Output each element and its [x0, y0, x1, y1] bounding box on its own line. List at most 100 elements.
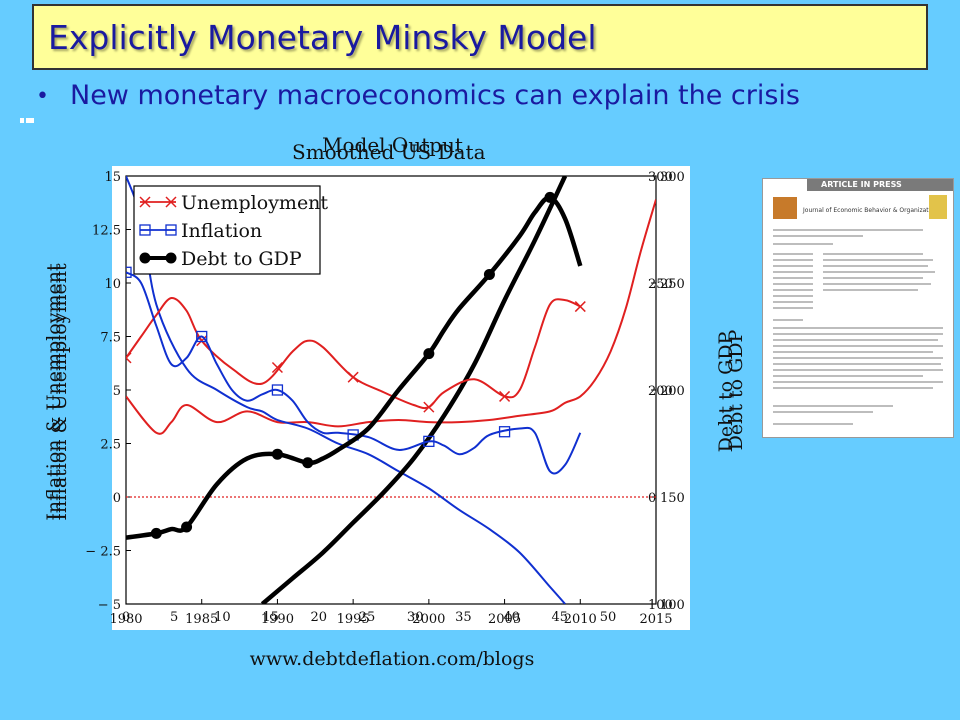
x-model-tick-label: 0 [122, 610, 130, 625]
paper-text-line [773, 319, 803, 321]
x-year-tick-label: 1980 [109, 612, 142, 627]
chart-title: Smoothed US Data [292, 140, 486, 164]
x-model-tick-label: 25 [359, 610, 376, 625]
y-left-tick-label: 5 [113, 384, 121, 399]
legend-label: Unemployment [181, 192, 328, 214]
series-marker [271, 361, 283, 374]
paper-text-line [773, 327, 943, 329]
chart-footer-url: www.debtdeflation.com/blogs [250, 648, 535, 670]
paper-text-line [773, 271, 813, 273]
x-year-tick-label: 2005 [488, 612, 521, 627]
x-year-tick-label: 1995 [337, 612, 370, 627]
series-lines [126, 176, 656, 604]
y-left-tick-label: 0 [113, 491, 121, 506]
y-right-tick-label: 100 [660, 598, 685, 613]
y-right-inner-tick-label: 0 [648, 491, 656, 506]
y-axis-label-left-overlay: Inflation & Unemployment [49, 263, 71, 521]
series-marker [150, 527, 162, 539]
y-left-tick-label: − 2.5 [85, 545, 121, 560]
paper-thumbnail: ARTICLE IN PRESS Journal of Economic Beh… [762, 178, 954, 438]
series-marker [196, 330, 208, 343]
journal-cover-icon [929, 195, 947, 219]
paper-text-line [823, 283, 931, 285]
chart-legend: Unemployment Inflation Debt to GDP [133, 185, 328, 275]
series-line [126, 199, 656, 435]
series-marker [423, 435, 435, 448]
x-model-tick-label: 50 [600, 610, 617, 625]
paper-text-line [773, 405, 893, 407]
paper-text-line [773, 369, 943, 371]
series-line [126, 176, 566, 604]
x-year-tick-label: 2000 [412, 612, 445, 627]
x-year-tick-label: 2010 [564, 612, 597, 627]
paper-text-line [773, 411, 873, 413]
series-line [260, 176, 568, 604]
y-left-tick-label: 7.5 [100, 331, 121, 346]
series-marker [302, 457, 314, 469]
y-left-tick-label: 15 [104, 170, 121, 185]
legend-marker [165, 196, 177, 208]
y-right-tick-label: 200 [660, 384, 685, 399]
chart-title-overlay: Model Output [322, 133, 463, 157]
series-marker [126, 352, 132, 364]
y-right-inner-tick-label: 100 [648, 598, 673, 613]
x-model-tick-label: 40 [503, 610, 520, 625]
y-axis-label-left: Inflation & Unemployment [43, 263, 65, 521]
paper-text-line [773, 345, 943, 347]
series-line [126, 195, 583, 540]
y-left-tick-label: 12.5 [92, 224, 121, 239]
x-year-tick-label: 2015 [639, 612, 672, 627]
paper-text-line [773, 253, 813, 255]
y-left-tick-label: − 5 [98, 598, 121, 613]
series-line [126, 271, 582, 475]
slide-title: Explicitly Monetary Minsky Model [48, 18, 597, 57]
x-year-tick-label: 1985 [185, 612, 218, 627]
paper-text-line [773, 375, 923, 377]
paper-text-line [823, 265, 928, 267]
paper-text-line [773, 301, 813, 303]
paper-text-line [773, 283, 813, 285]
x-model-tick-label: 10 [214, 610, 231, 625]
bullet-dot-icon: • [36, 84, 49, 109]
bullet-text: New monetary macroeconomics can explain … [70, 80, 800, 111]
x-model-tick-label: 30 [407, 610, 424, 625]
series-marker [423, 401, 435, 413]
paper-text-line [823, 253, 923, 255]
x-model-tick-label: 35 [455, 610, 472, 625]
paper-banner: ARTICLE IN PRESS [807, 179, 953, 191]
series-marker [181, 521, 193, 533]
y-right-tick-label: 250 [660, 277, 685, 292]
paper-text-line [773, 357, 943, 359]
paper-text-line [773, 423, 853, 425]
x-year-tick-label: 1990 [261, 612, 294, 627]
title-box: Explicitly Monetary Minsky Model [32, 4, 928, 70]
x-model-tick-label: 5 [170, 610, 178, 625]
series-marker [483, 268, 495, 280]
paper-text-line [773, 307, 813, 309]
y-left-tick-label: 10 [104, 277, 121, 292]
legend-marker [165, 224, 177, 236]
legend-label: Inflation [181, 220, 262, 242]
y-right-inner-tick-label: 300 [648, 170, 673, 185]
paper-text-line [773, 295, 813, 297]
paper-text-line [773, 289, 813, 291]
series-marker [423, 348, 435, 360]
paper-text-line [773, 265, 813, 267]
series-marker [499, 390, 511, 402]
paper-text-line [773, 259, 813, 261]
paper-text-line [823, 289, 918, 291]
paper-text-line [773, 363, 941, 365]
series-marker [271, 384, 284, 396]
publisher-logo-icon [773, 197, 797, 219]
paper-text-line [823, 271, 935, 273]
paper-text-line [773, 351, 933, 353]
paper-text-line [773, 339, 938, 341]
series-marker [126, 266, 132, 278]
y-right-inner-tick-label: 250 [648, 277, 673, 292]
series-marker [544, 191, 556, 203]
x-model-tick-label: 20 [311, 610, 328, 625]
paper-journal-name: Journal of Economic Behavior & Organizat… [803, 207, 938, 214]
legend-marker [139, 224, 151, 236]
